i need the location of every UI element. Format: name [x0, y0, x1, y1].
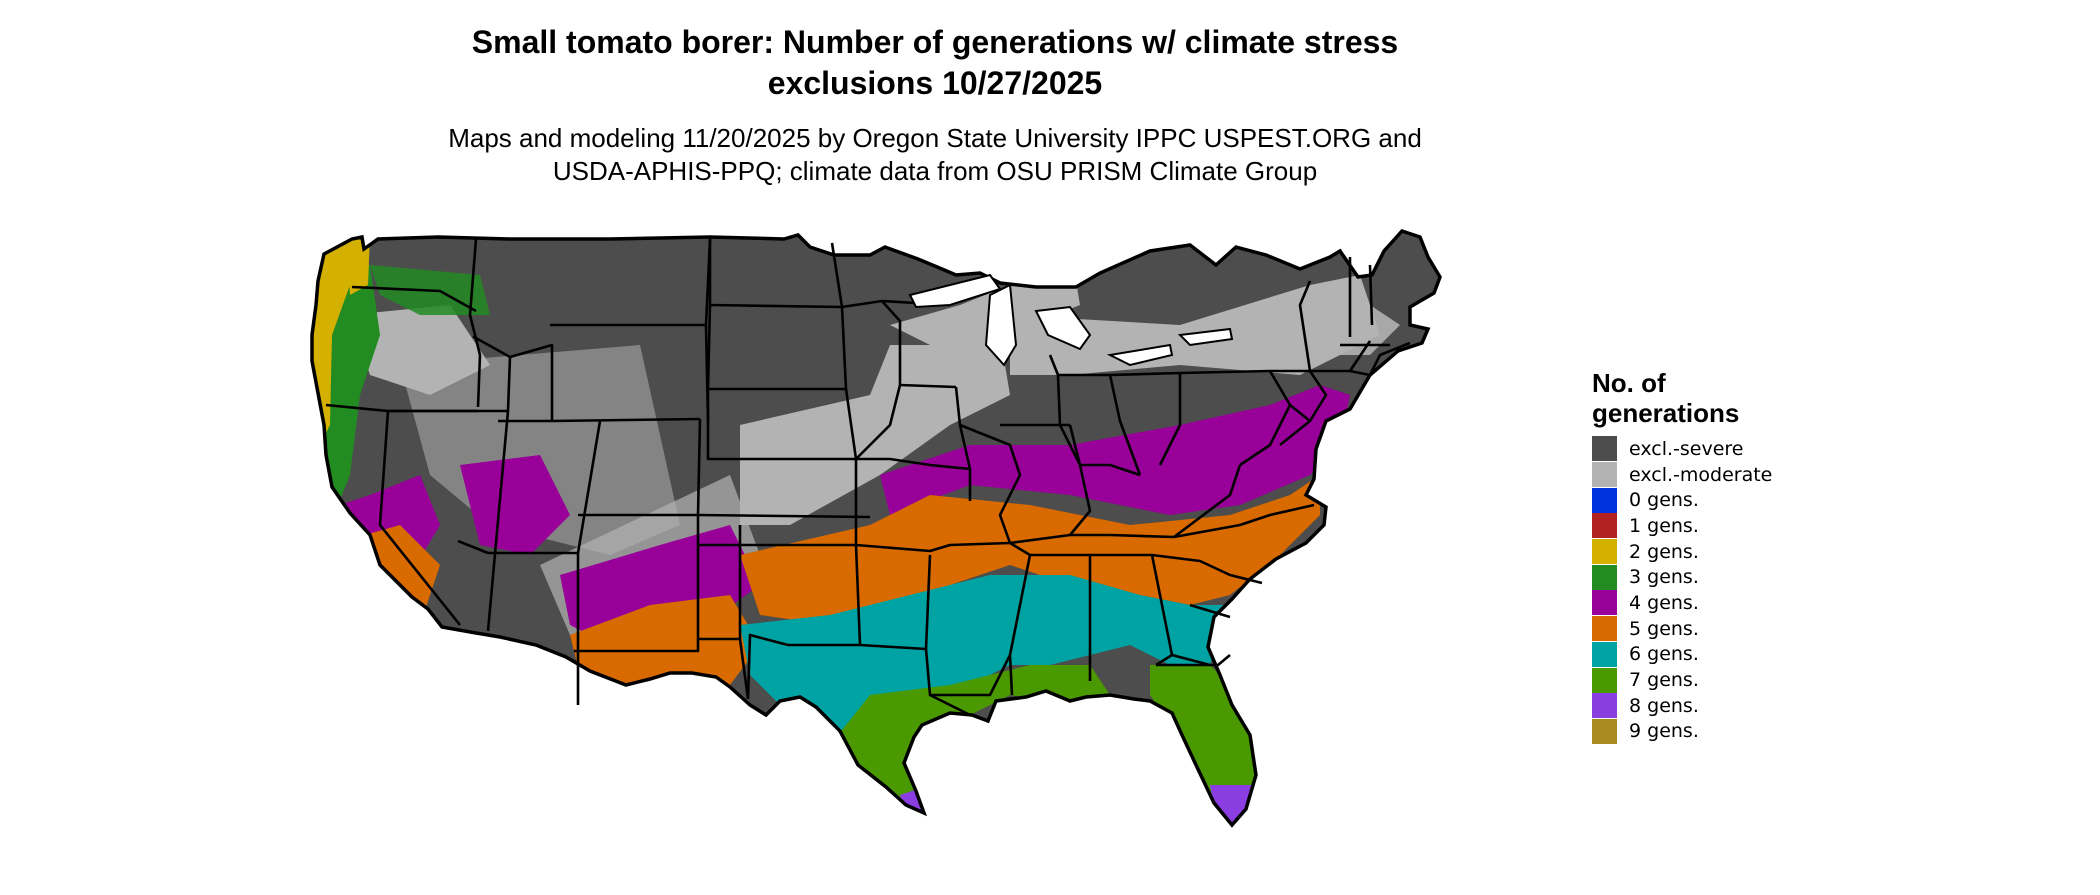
legend-swatch [1592, 564, 1617, 590]
legend-label: 5 gens. [1629, 617, 1699, 640]
legend-title-line-1: No. of [1592, 368, 1666, 398]
legend-item: 6 gens. [1592, 641, 1772, 668]
great-lakes [908, 273, 1234, 367]
legend-item: 7 gens. [1592, 667, 1772, 693]
legend-label: 4 gens. [1629, 591, 1699, 614]
title-line-2: exclusions 10/27/2025 [767, 65, 1103, 101]
legend-label: 7 gens. [1629, 669, 1699, 692]
legend-item: 3 gens. [1592, 564, 1772, 590]
legend-item: 4 gens. [1592, 590, 1772, 616]
subtitle-line-1: Maps and modeling 11/20/2025 by Oregon S… [448, 123, 1422, 153]
legend-swatch [1592, 641, 1617, 667]
legend-items: excl.-severe excl.-moderate 0 gens. 1 gens.… [1592, 436, 1772, 744]
legend-label: excl.-moderate [1629, 463, 1773, 486]
legend-title-line-2: generations [1592, 398, 1740, 428]
legend-swatch [1592, 487, 1617, 513]
legend-item: excl.-severe [1592, 436, 1772, 462]
legend-swatch [1592, 693, 1617, 719]
legend-item: 0 gens. [1592, 487, 1772, 513]
map-subtitle: Maps and modeling 11/20/2025 by Oregon S… [0, 122, 1870, 188]
legend-swatch [1592, 462, 1617, 488]
legend-swatch [1592, 436, 1617, 462]
legend-label: 2 gens. [1629, 540, 1699, 563]
legend-swatch [1592, 539, 1617, 565]
generation-bands [312, 231, 1440, 825]
legend-label: excl.-severe [1629, 437, 1744, 460]
legend-item: 9 gens. [1592, 718, 1772, 745]
legend-swatch [1592, 616, 1617, 642]
legend-item: 2 gens. [1592, 539, 1772, 565]
legend-swatch [1592, 513, 1617, 539]
legend-item: excl.-moderate [1592, 462, 1772, 488]
legend-item: 5 gens. [1592, 616, 1772, 642]
us-generations-map [310, 229, 1442, 827]
legend-item: 1 gens. [1592, 513, 1772, 539]
legend-title: No. of generations [1592, 368, 1772, 428]
legend-swatch [1592, 718, 1617, 744]
title-line-1: Small tomato borer: Number of generation… [471, 24, 1399, 60]
legend-label: 1 gens. [1629, 514, 1699, 537]
state-boundaries [325, 238, 1411, 717]
legend-label: 0 gens. [1629, 489, 1699, 512]
legend-swatch [1592, 667, 1617, 693]
legend-label: 9 gens. [1629, 720, 1699, 743]
legend-swatch [1592, 590, 1617, 616]
legend-label: 3 gens. [1629, 566, 1699, 589]
legend: No. of generations excl.-severe excl.-mod… [1592, 368, 1772, 744]
legend-label: 8 gens. [1629, 694, 1699, 717]
legend-label: 6 gens. [1629, 643, 1699, 666]
legend-item: 8 gens. [1592, 693, 1772, 719]
subtitle-line-2: USDA-APHIS-PPQ; climate data from OSU PR… [552, 156, 1318, 186]
map-title: Small tomato borer: Number of generation… [0, 22, 1870, 104]
